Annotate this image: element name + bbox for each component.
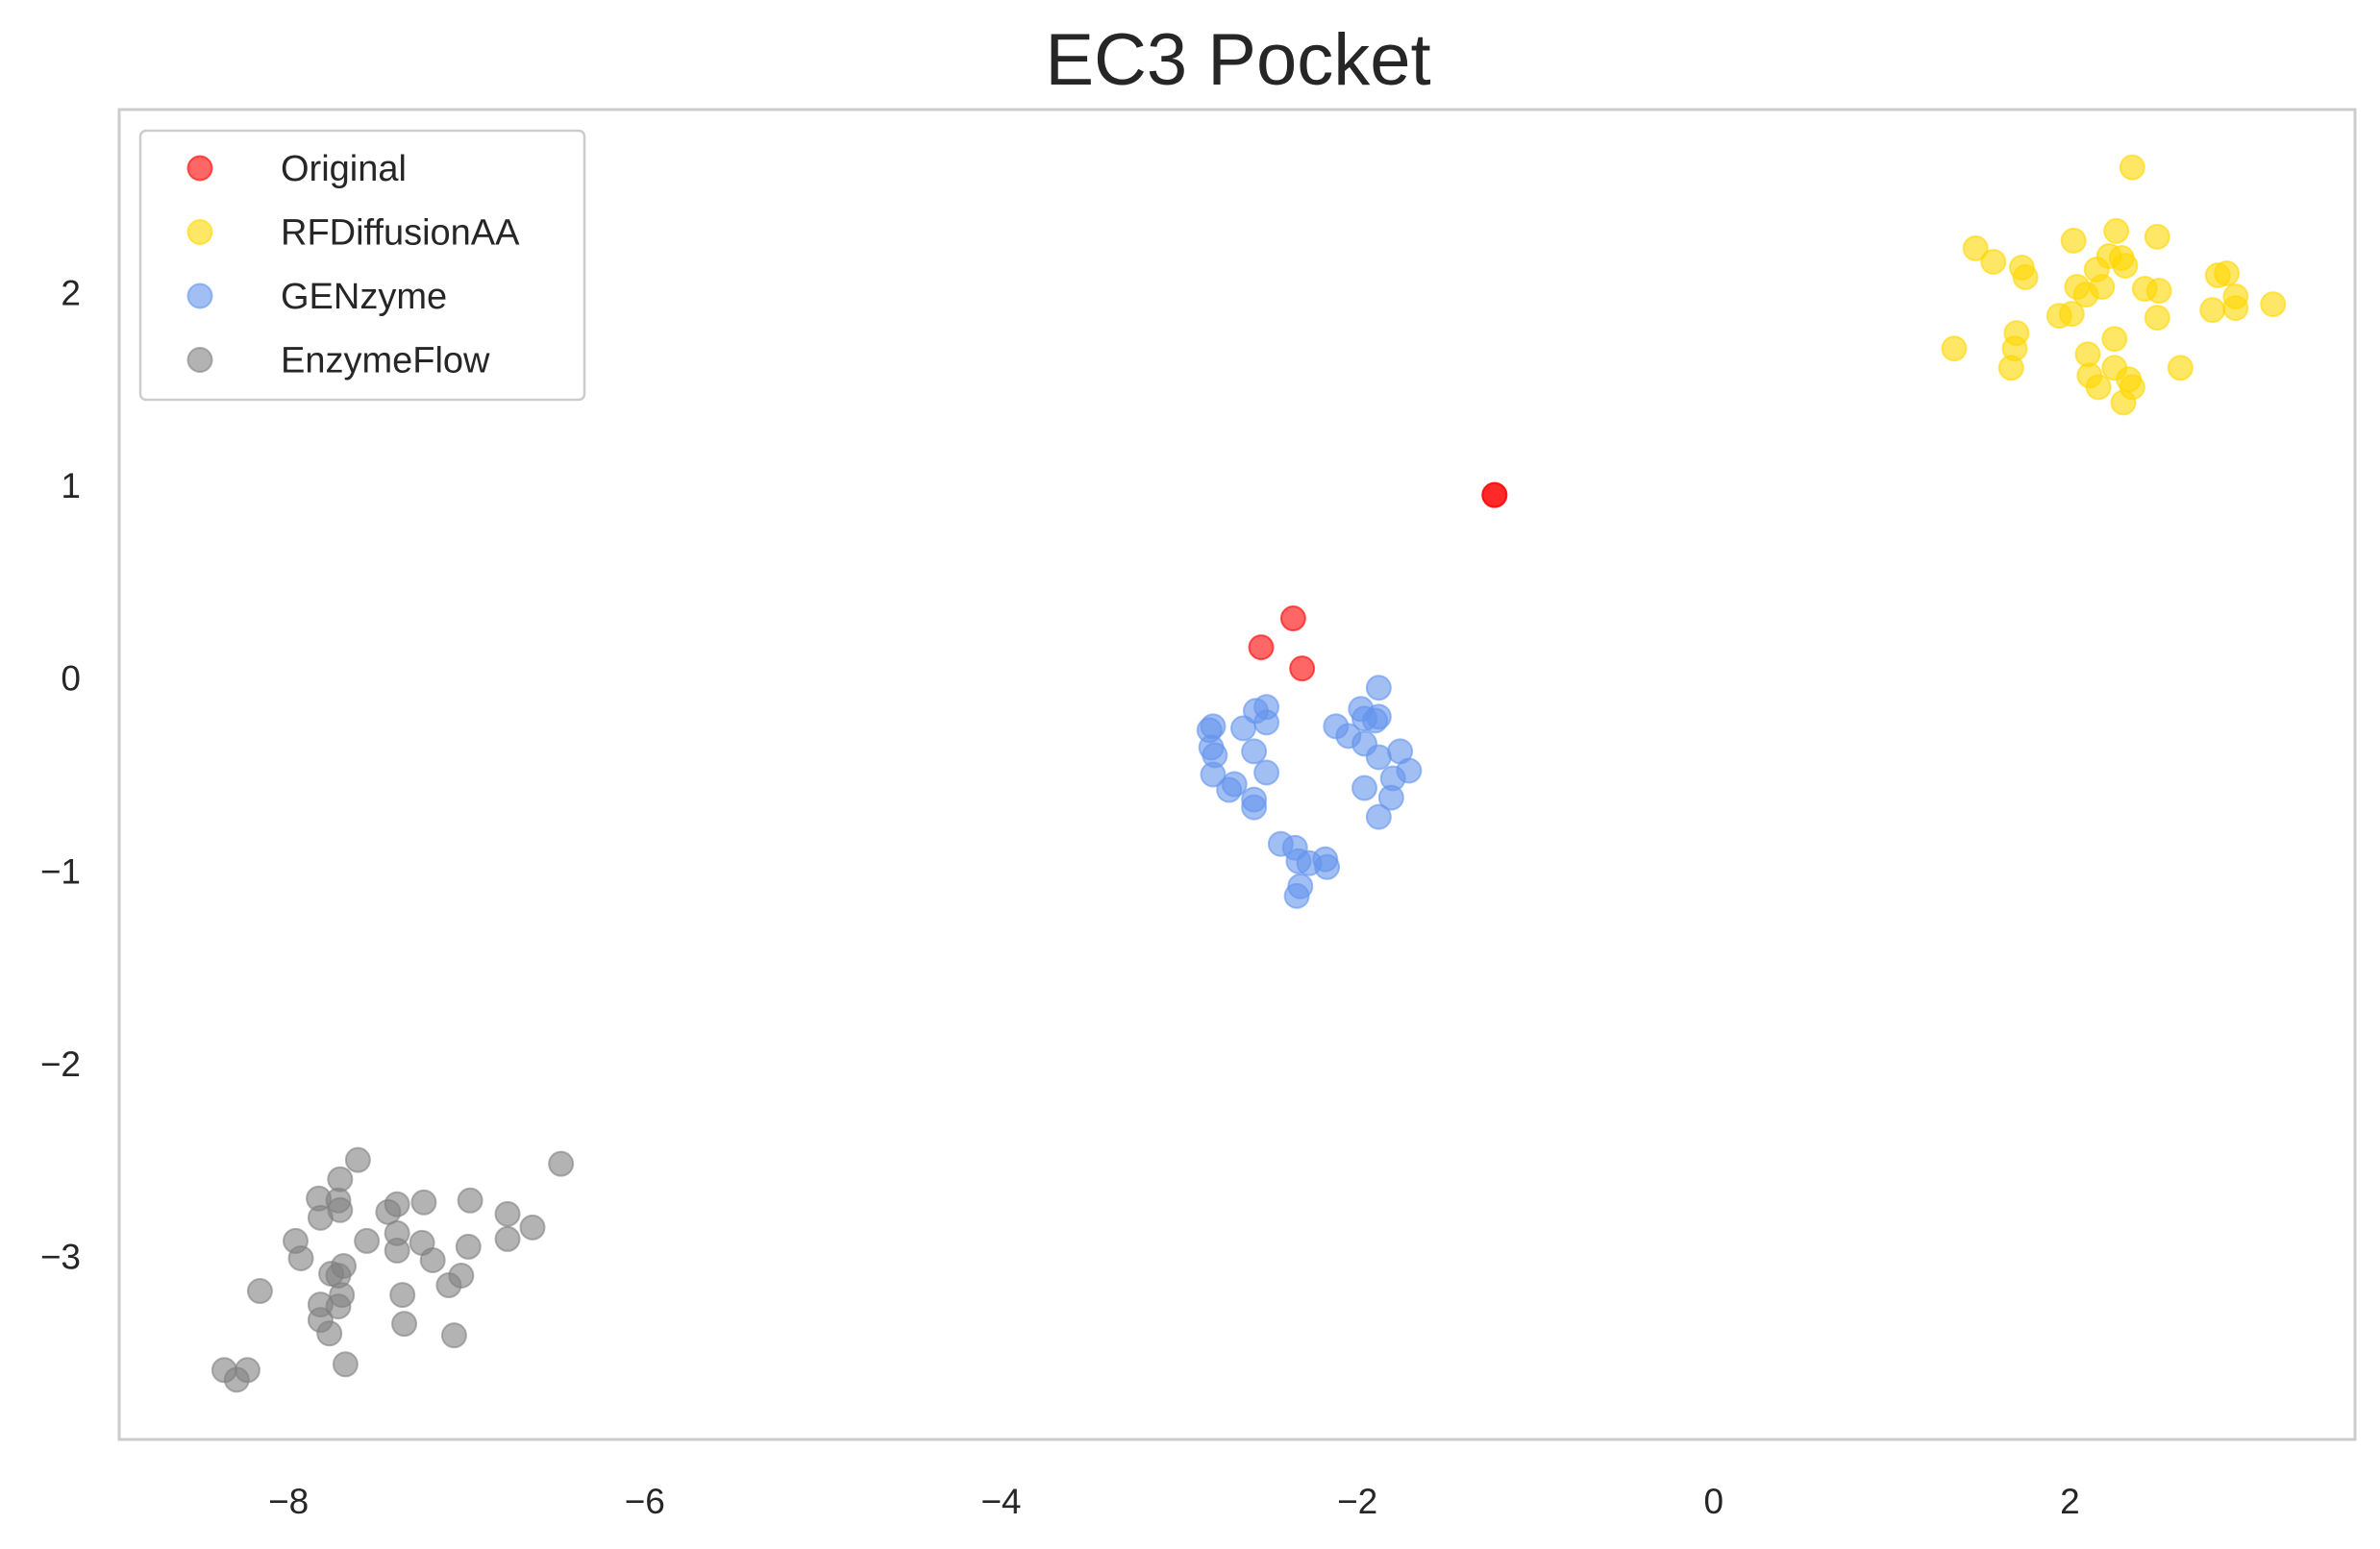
data-point [2260,291,2287,318]
data-point [2012,264,2039,291]
y-tick-label: −3 [40,1237,81,1276]
data-point [1248,634,1275,661]
x-tick-label: −4 [980,1482,1021,1521]
y-tick-label: −2 [40,1045,81,1084]
data-point [246,1278,273,1305]
data-point [1377,784,1404,811]
data-point [494,1200,521,1227]
data-point [1941,335,1968,362]
x-tick-label: −8 [268,1482,309,1521]
legend-label: RFDiffusionAA [281,213,520,254]
x-axis-ticks: −8 −6 −4 −2 0 2 [268,1482,2080,1521]
legend-marker [186,347,213,373]
data-point [2085,374,2112,401]
data-point [455,1233,482,1260]
y-axis-ticks: −3 −2 −1 0 1 2 [40,274,81,1277]
x-tick-label: −2 [1337,1482,1377,1521]
data-point [223,1366,250,1393]
data-point [307,1204,334,1231]
data-point [2222,295,2249,322]
legend-frame [138,129,586,402]
data-point [457,1187,483,1214]
data-point [494,1225,521,1252]
data-point [2060,227,2087,254]
data-point [1980,248,2007,275]
data-point [1241,794,1268,821]
legend-marker [186,219,213,245]
data-point [2199,297,2226,324]
data-point [2058,301,2085,328]
data-point [389,1282,416,1309]
data-point [1481,481,1508,508]
data-point [548,1150,575,1177]
data-point [419,1246,446,1273]
data-point [1253,709,1280,736]
data-point [2144,305,2170,332]
data-point [1200,761,1227,788]
data-point [1962,234,1989,261]
data-point [440,1322,467,1349]
data-point [325,1293,352,1320]
data-point [1241,738,1268,765]
series-rfdiffusionaa [1941,154,2287,416]
data-point [391,1311,418,1338]
data-point [2072,282,2099,308]
y-tick-label: 1 [61,466,81,505]
data-points [211,154,2287,1393]
data-point [2110,389,2137,416]
y-tick-label: −1 [40,851,81,891]
series-original [1248,481,1508,682]
x-tick-label: 0 [1703,1482,1723,1521]
data-point [2101,326,2128,353]
data-point [435,1272,462,1299]
data-point [1279,605,1306,632]
data-point [1253,759,1280,786]
data-point [1289,655,1316,682]
data-point [316,1320,343,1347]
data-point [1216,776,1243,803]
x-tick-label: −6 [625,1482,665,1521]
data-point [344,1146,371,1173]
data-point [1362,707,1389,734]
data-point [1365,744,1392,771]
data-point [1314,853,1341,880]
data-point [519,1214,546,1241]
legend-label: EnzymeFlow [281,341,490,381]
data-point [287,1244,314,1271]
legend-label: GENzyme [281,277,447,317]
data-point [1283,882,1310,909]
data-point [1351,774,1378,801]
data-point [2214,259,2241,286]
data-point [2145,278,2172,305]
legend-label: Original [281,149,407,189]
series-enzymeflow [211,1146,575,1393]
y-tick-label: 0 [61,659,81,699]
data-point [2167,355,2194,381]
data-point [332,1351,359,1378]
data-point [1365,803,1392,830]
y-tick-label: 2 [61,274,81,313]
series-genzyme [1196,675,1423,909]
legend-marker [186,283,213,309]
data-point [1229,715,1256,742]
data-point [384,1237,410,1264]
data-point [2119,154,2145,181]
data-point [1997,355,2024,381]
x-tick-label: 2 [2060,1482,2080,1521]
chart-title: EC3 Pocket [1045,19,1430,101]
data-point [2103,217,2130,244]
data-point [2112,252,2139,279]
data-point [2144,223,2170,250]
data-point [354,1227,381,1254]
legend: Original RFDiffusionAA GENzyme EnzymeFlow [138,129,586,402]
data-point [1365,675,1392,701]
data-point [410,1189,437,1216]
legend-marker [186,155,213,182]
